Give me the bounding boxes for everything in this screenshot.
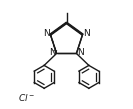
Text: N: N (77, 48, 84, 57)
Text: N: N (43, 29, 50, 38)
Text: N: N (83, 29, 90, 38)
Text: N: N (49, 48, 56, 57)
Text: +: + (51, 48, 57, 54)
Text: Cl$^-$: Cl$^-$ (18, 92, 35, 102)
